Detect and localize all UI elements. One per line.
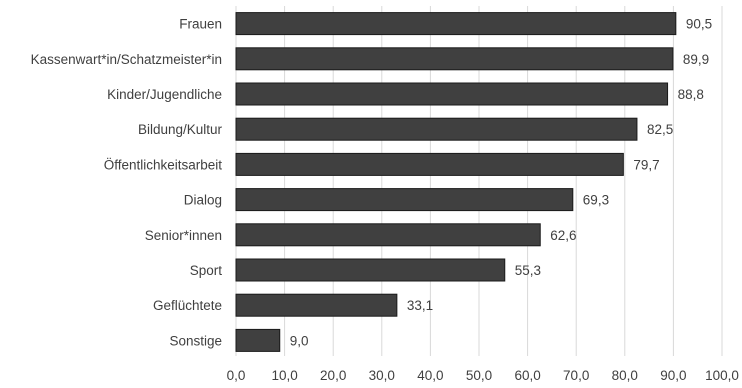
x-tick-label: 0,0 [227,368,246,383]
bar [235,293,398,317]
category-label: Frauen [179,17,222,32]
x-tick-label: 20,0 [320,368,346,383]
x-tick-label: 100,0 [705,368,739,383]
bar [235,12,677,36]
x-tick-label: 50,0 [466,368,492,383]
bar [235,188,574,212]
value-labels: 90,5 89,9 88,8 82,5 79,7 69,3 62,6 55,3 33,1 9,0 [290,17,712,349]
category-label: Kinder/Jugendliche [107,87,222,102]
category-label: Dialog [184,193,222,208]
x-tick-label: 10,0 [271,368,297,383]
bar [235,82,669,106]
bar [235,328,281,352]
value-label: 62,6 [550,228,576,243]
bar [235,258,506,282]
category-label: Kassenwart*in/Schatzmeister*in [31,52,222,67]
category-label: Sport [190,263,223,278]
bars [235,12,677,352]
value-label: 82,5 [647,122,673,137]
category-label: Geflüchtete [153,298,222,313]
bar [235,47,674,71]
value-label: 55,3 [515,263,541,278]
value-label: 89,9 [683,52,709,67]
value-label: 33,1 [407,298,433,313]
x-tick-label: 60,0 [514,368,540,383]
x-tick-label: 70,0 [563,368,589,383]
x-tick-label: 80,0 [612,368,638,383]
bar [235,117,638,141]
category-labels: Frauen Kassenwart*in/Schatzmeister*in Kind… [31,17,223,349]
category-label: Sonstige [169,333,222,348]
x-tick-label: 40,0 [417,368,443,383]
value-label: 90,5 [686,17,712,32]
category-label: Bildung/Kultur [138,122,223,137]
value-label: 9,0 [290,333,309,348]
value-label: 79,7 [633,157,659,172]
value-label: 88,8 [678,87,704,102]
value-label: 69,3 [583,193,609,208]
bar [235,223,541,247]
x-axis-tick-labels: 0,0 10,0 20,0 30,0 40,0 50,0 60,0 70,0 80,0 90,0 1… [227,368,739,383]
category-label: Öffentlichkeitsarbeit [104,157,223,172]
bar [235,152,624,176]
x-tick-label: 30,0 [369,368,395,383]
category-label: Senior*innen [145,228,222,243]
x-tick-label: 90,0 [660,368,686,383]
